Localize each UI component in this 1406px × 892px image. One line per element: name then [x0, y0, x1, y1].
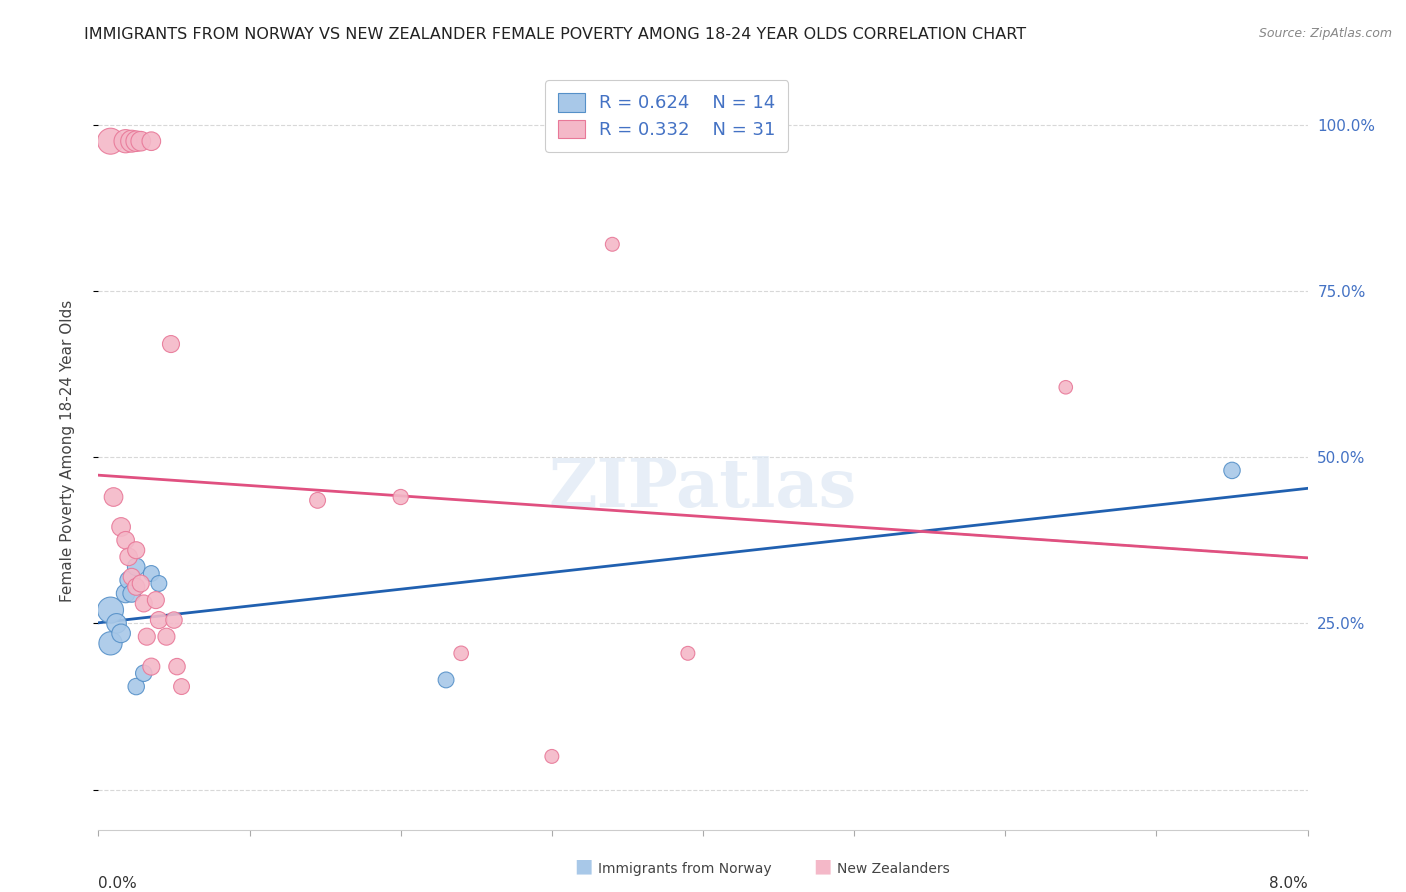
- Point: [100, 134, 122, 148]
- Point: [114, 586, 136, 600]
- Point: [100, 603, 122, 617]
- Point: [121, 134, 143, 148]
- Point: [141, 566, 163, 581]
- Text: ZIPatlas: ZIPatlas: [548, 456, 858, 521]
- Point: [129, 134, 152, 148]
- Point: [125, 559, 148, 574]
- Point: [125, 134, 148, 148]
- Point: [166, 659, 188, 673]
- Point: [145, 593, 167, 607]
- Point: [118, 549, 141, 564]
- Point: [121, 570, 143, 584]
- Text: ■: ■: [574, 857, 593, 876]
- Legend: R = 0.624    N = 14, R = 0.332    N = 31: R = 0.624 N = 14, R = 0.332 N = 31: [546, 80, 789, 152]
- Point: [434, 673, 457, 687]
- Point: [170, 680, 193, 694]
- Point: [105, 616, 128, 631]
- Point: [125, 580, 148, 594]
- Point: [450, 646, 472, 660]
- Point: [602, 237, 624, 252]
- Text: Source: ZipAtlas.com: Source: ZipAtlas.com: [1258, 27, 1392, 40]
- Point: [148, 613, 170, 627]
- Point: [307, 493, 329, 508]
- Text: 8.0%: 8.0%: [1268, 876, 1308, 891]
- Point: [129, 576, 152, 591]
- Point: [676, 646, 699, 660]
- Point: [125, 680, 148, 694]
- Point: [141, 659, 163, 673]
- Text: New Zealanders: New Zealanders: [837, 862, 949, 876]
- Point: [148, 576, 170, 591]
- Point: [125, 543, 148, 558]
- Point: [135, 630, 157, 644]
- Y-axis label: Female Poverty Among 18-24 Year Olds: Female Poverty Among 18-24 Year Olds: [60, 300, 75, 601]
- Point: [114, 134, 136, 148]
- Point: [540, 749, 562, 764]
- Text: 0.0%: 0.0%: [98, 876, 138, 891]
- Point: [141, 134, 163, 148]
- Point: [389, 490, 412, 504]
- Point: [121, 586, 143, 600]
- Text: ■: ■: [813, 857, 832, 876]
- Point: [132, 666, 155, 681]
- Point: [132, 596, 155, 610]
- Point: [155, 630, 177, 644]
- Point: [1054, 380, 1077, 394]
- Point: [110, 520, 132, 534]
- Point: [100, 636, 122, 650]
- Text: IMMIGRANTS FROM NORWAY VS NEW ZEALANDER FEMALE POVERTY AMONG 18-24 YEAR OLDS COR: IMMIGRANTS FROM NORWAY VS NEW ZEALANDER …: [84, 27, 1026, 42]
- Point: [118, 573, 141, 587]
- Text: Immigrants from Norway: Immigrants from Norway: [598, 862, 770, 876]
- Point: [160, 337, 183, 351]
- Point: [110, 626, 132, 640]
- Point: [103, 490, 125, 504]
- Point: [1220, 463, 1243, 477]
- Point: [114, 533, 136, 548]
- Point: [163, 613, 186, 627]
